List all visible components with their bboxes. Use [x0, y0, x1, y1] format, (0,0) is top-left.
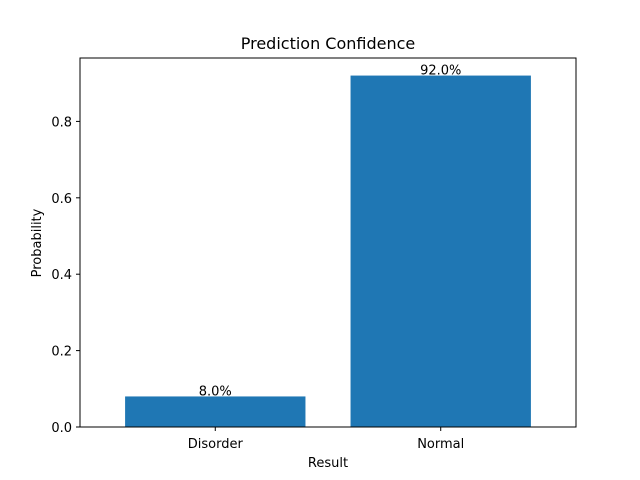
- y-tick-label: 0.6: [51, 192, 72, 207]
- y-axis-label: Probability: [30, 208, 45, 277]
- data-label-normal: 92.0%: [420, 64, 461, 79]
- bar-disorder: [125, 396, 306, 427]
- bar-labels-layer: 8.0% 92.0%: [199, 64, 462, 400]
- bar-normal: [350, 75, 531, 428]
- x-axis-label: Result: [308, 456, 348, 471]
- y-tick-label: 0.8: [51, 115, 72, 130]
- y-tick-label: 0.4: [51, 268, 72, 283]
- x-axis-ticks: Disorder Normal: [188, 427, 464, 452]
- plot-frame: [79, 57, 577, 428]
- y-tick-label: 0.2: [51, 345, 72, 360]
- bars-layer: [125, 75, 531, 428]
- data-label-disorder: 8.0%: [199, 384, 232, 399]
- y-axis-ticks: 0.0 0.2 0.4 0.6 0.8: [51, 115, 80, 436]
- y-tick-label: 0.0: [51, 421, 72, 436]
- x-tick-label-normal: Normal: [417, 437, 464, 452]
- chart-title: Prediction Confidence: [241, 34, 416, 53]
- x-tick-label-disorder: Disorder: [188, 437, 244, 452]
